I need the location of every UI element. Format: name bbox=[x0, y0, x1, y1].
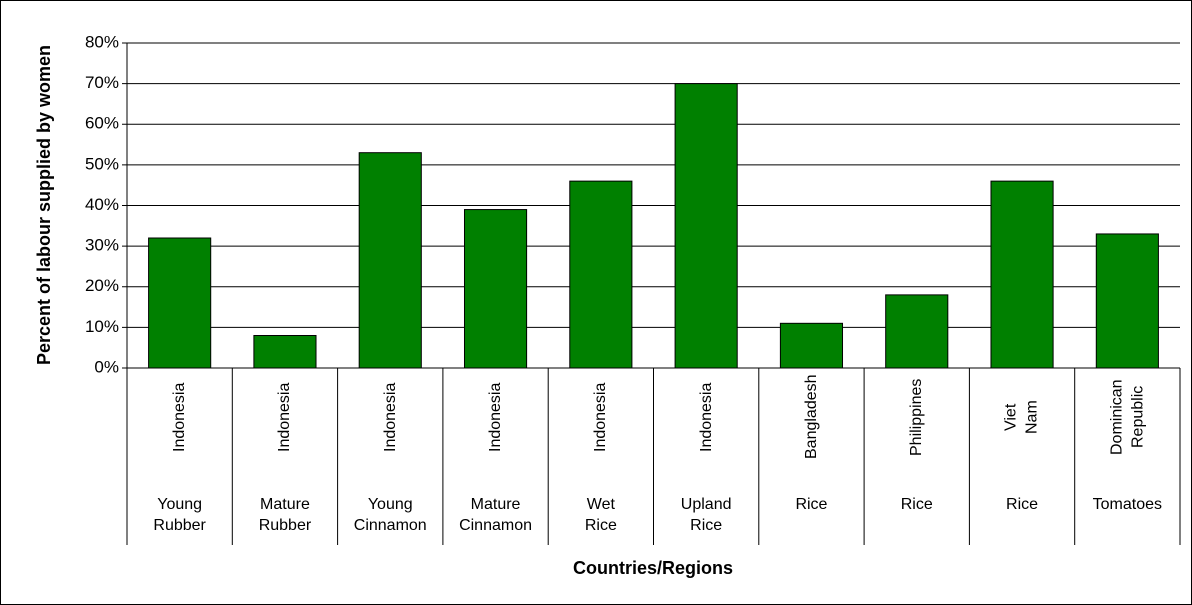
x-tick-label: Indonesia bbox=[697, 382, 715, 452]
x-tick-label: Indonesia bbox=[487, 382, 505, 452]
x-group-label: Rice bbox=[900, 496, 933, 513]
x-tick-label: Indonesia bbox=[381, 382, 399, 452]
bar bbox=[463, 209, 528, 369]
x-tick-label: Indonesia bbox=[171, 382, 189, 452]
y-axis-title: Percent of labour supplied by women bbox=[34, 45, 54, 365]
bar bbox=[1095, 233, 1159, 369]
x-tick-label: Philippines bbox=[908, 378, 926, 456]
x-group-label: Wet Rice bbox=[584, 496, 617, 534]
bar bbox=[779, 322, 844, 369]
x-group-label: Rice bbox=[1006, 496, 1039, 513]
x-tick-label: Bangladesh bbox=[802, 374, 820, 460]
x-group-label: Upland Rice bbox=[680, 496, 732, 534]
y-tick-label: 30% bbox=[85, 236, 119, 255]
bar bbox=[885, 294, 949, 369]
y-tick-label: 20% bbox=[85, 276, 119, 295]
y-tick-label: 40% bbox=[85, 195, 119, 214]
x-group-label: Tomatoes bbox=[1092, 496, 1163, 513]
bar bbox=[148, 237, 212, 369]
y-tick-label: 10% bbox=[85, 317, 119, 336]
y-tick-label: 60% bbox=[85, 114, 119, 133]
bar bbox=[674, 83, 738, 369]
x-axis-title: Countries/Regions bbox=[573, 558, 733, 578]
y-tick-label: 70% bbox=[85, 73, 119, 92]
bar bbox=[253, 335, 317, 369]
bar bbox=[990, 180, 1054, 369]
x-group-label: Young Rubber bbox=[153, 496, 206, 534]
x-tick-label: Indonesia bbox=[276, 382, 294, 452]
x-tick-label: Viet Nam bbox=[1003, 400, 1042, 434]
x-group-label: Mature Cinnamon bbox=[459, 496, 532, 534]
x-group-label: Rice bbox=[795, 496, 828, 513]
x-tick-label: Dominican Republic bbox=[1108, 379, 1147, 455]
x-tick-label: Indonesia bbox=[592, 382, 610, 452]
x-group-label: Young Cinnamon bbox=[353, 496, 427, 534]
x-group-label: Mature Rubber bbox=[258, 496, 312, 534]
y-tick-label: 80% bbox=[85, 32, 119, 51]
bar bbox=[569, 180, 633, 369]
bar bbox=[358, 152, 422, 369]
y-tick-label: 0% bbox=[94, 357, 119, 376]
y-tick-label: 50% bbox=[85, 154, 119, 173]
